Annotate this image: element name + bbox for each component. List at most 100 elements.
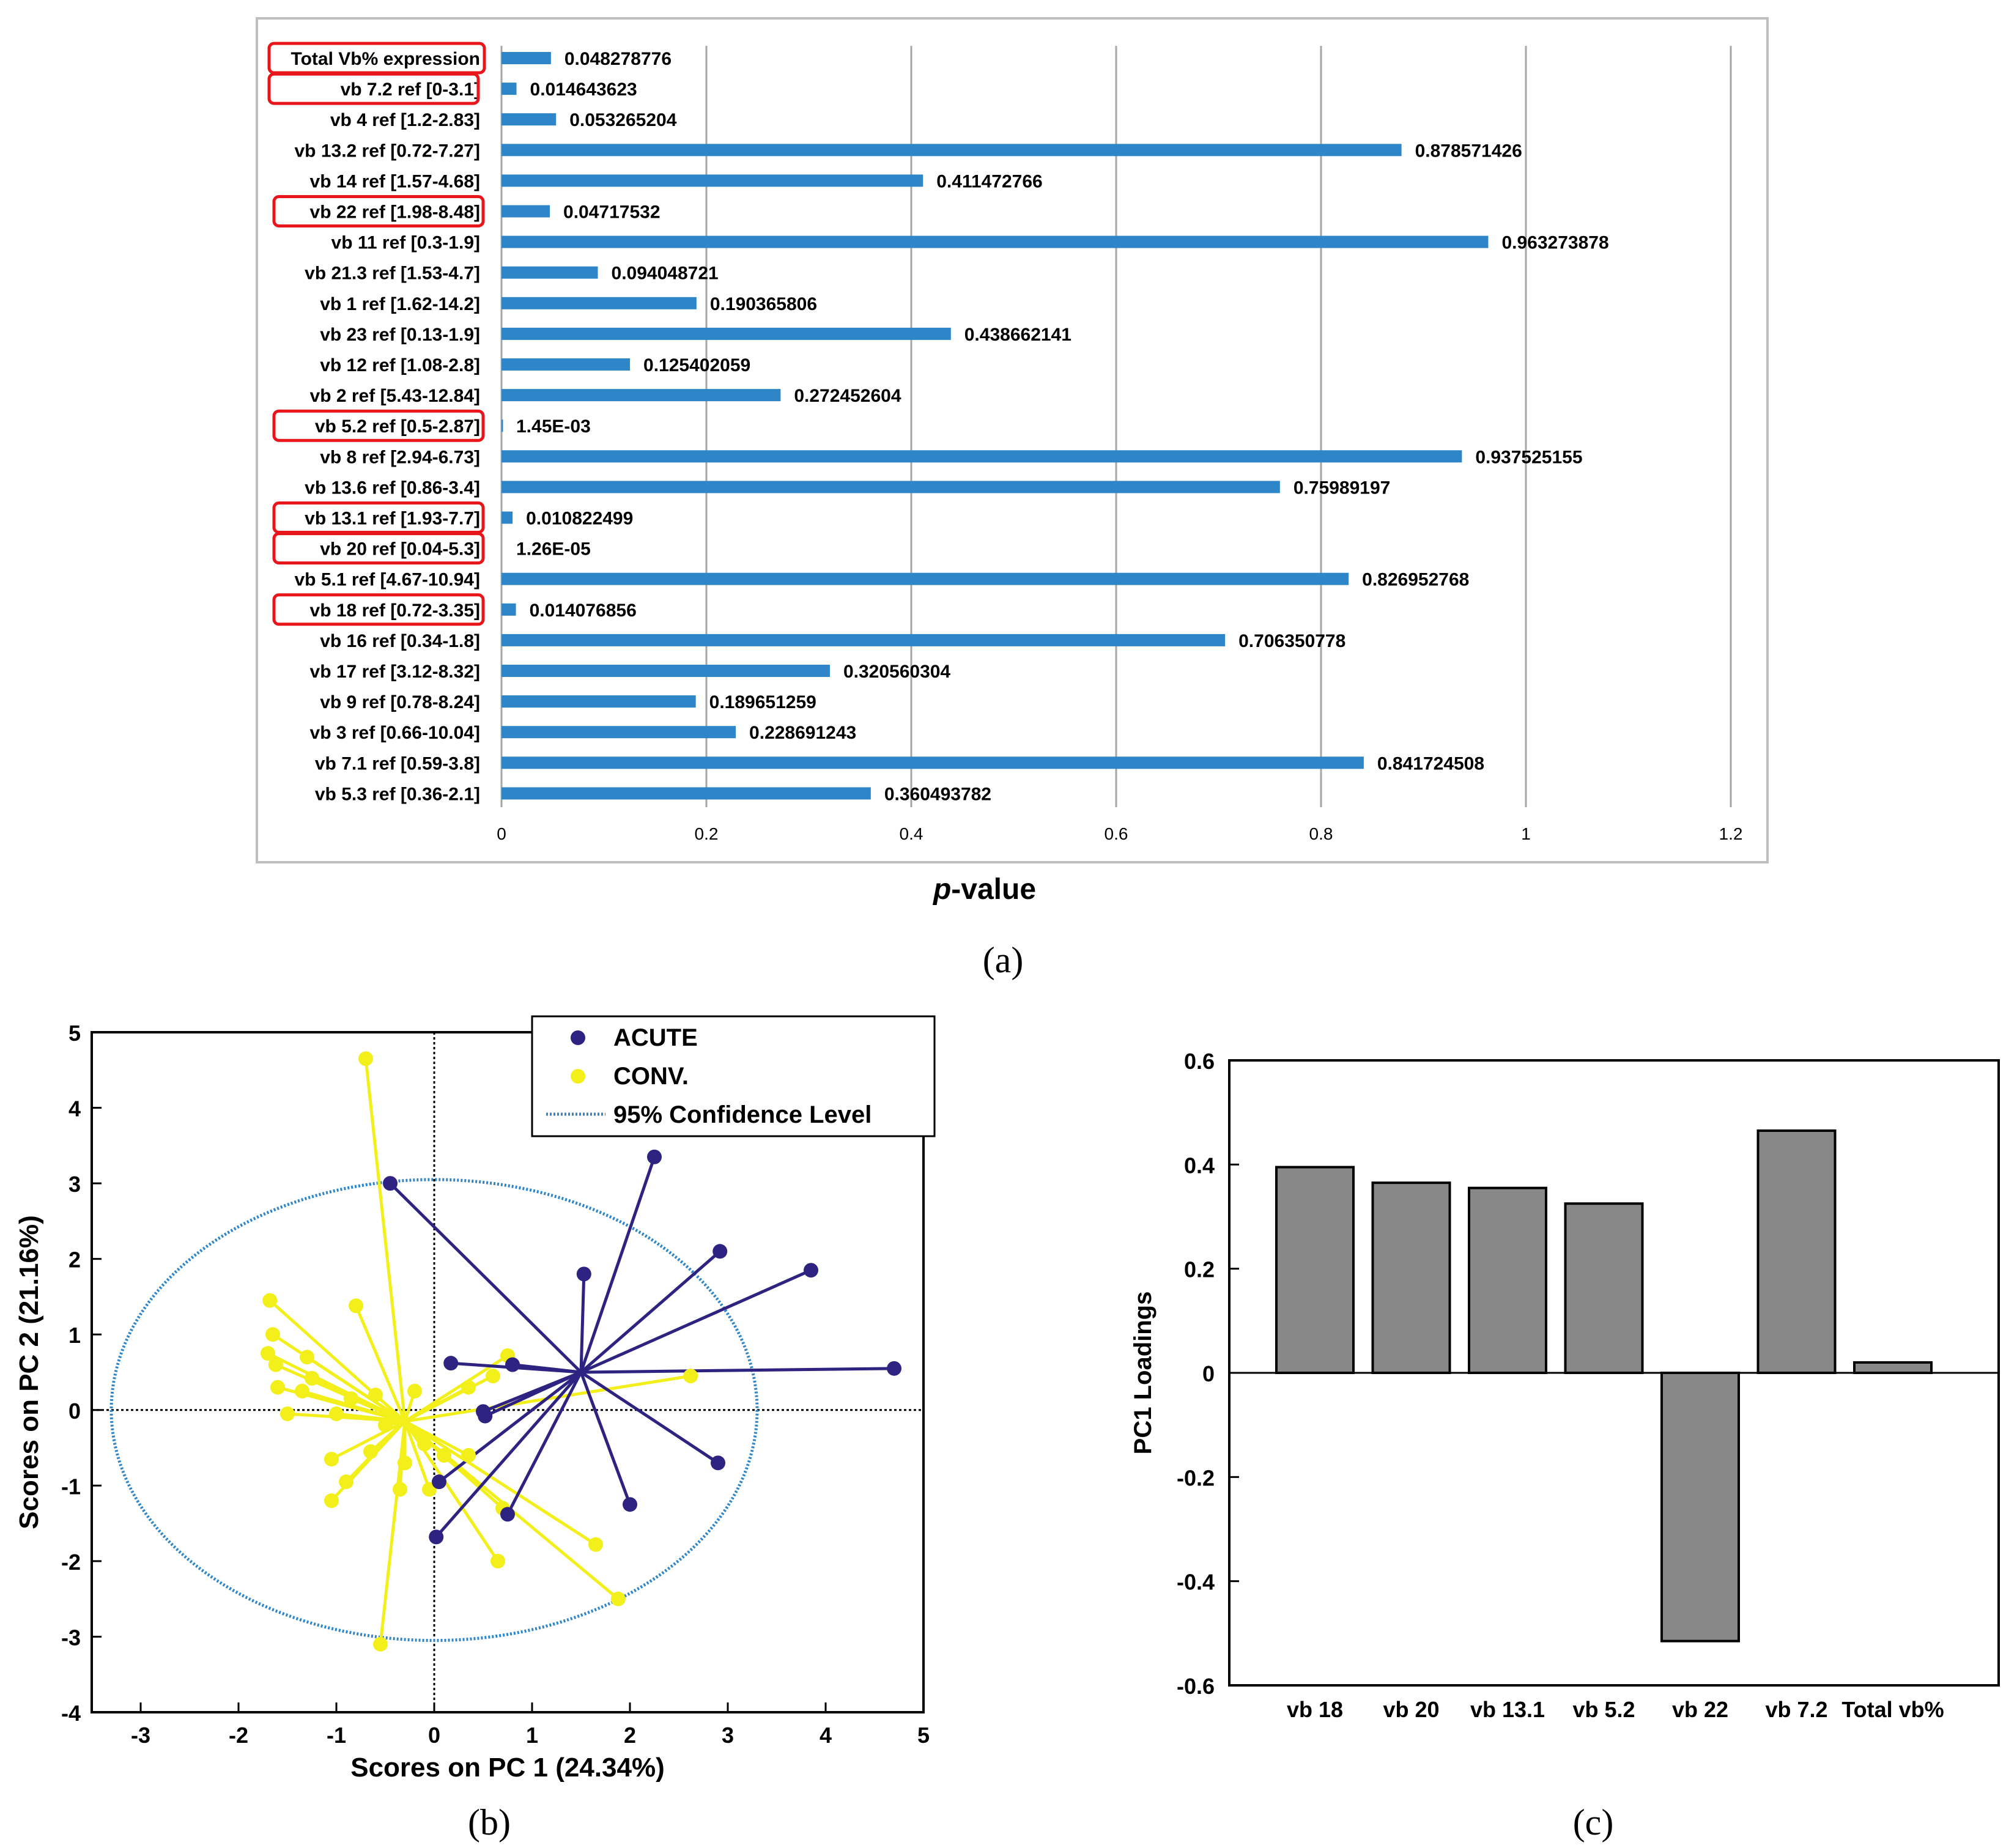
category-label: vb 18 ref [0.72-3.35]: [310, 601, 480, 621]
acute-spoke: [438, 1371, 582, 1484]
bar-value-label: 0.014643623: [530, 79, 637, 100]
panel-a-caption: (a): [983, 940, 1024, 980]
panel-b-legend: ACUTE CONV. 95% Confidence Level: [531, 1015, 936, 1137]
bar: [502, 511, 513, 524]
y-tick-label: 3: [68, 1172, 81, 1197]
bar: [502, 603, 516, 616]
x-tick-label: 0: [428, 1723, 440, 1748]
y-tick-label: 2: [68, 1247, 81, 1273]
loading-bar: [1468, 1186, 1547, 1374]
bar-value-label: 0.826952768: [1362, 570, 1469, 590]
conv-point: [295, 1383, 309, 1399]
acute-spoke: [389, 1182, 582, 1373]
conv-point: [261, 1346, 275, 1361]
category-label: vb 7.2: [1765, 1697, 1827, 1722]
conv-point: [265, 1327, 280, 1342]
conv-point: [486, 1369, 500, 1384]
bar-value-label: 0.963273878: [1501, 233, 1608, 253]
legend-label-acute: ACUTE: [613, 1024, 698, 1051]
loading-bar: [1660, 1372, 1740, 1643]
conv-point: [398, 1455, 412, 1471]
conv-point: [378, 1417, 393, 1433]
x-tick-label: 0: [497, 824, 506, 843]
conv-spoke: [404, 1386, 470, 1423]
category-label: vb 8 ref [2.94-6.73]: [320, 447, 480, 467]
conv-point: [344, 1391, 358, 1406]
panel-b-x-axis-label: Scores on PC 1 (24.34%): [350, 1753, 665, 1783]
bar: [502, 787, 871, 800]
panel-b-caption: (b): [468, 1802, 511, 1842]
panel-a-bar-chart: 0.048278776 0.014643623 0.053265204 0.87857…: [256, 17, 1769, 980]
panel-c-y-axis-label: PC1 Loadings: [1130, 1292, 1157, 1455]
x-tick-label: 2: [624, 1723, 636, 1748]
bar: [502, 665, 830, 677]
bar-value-label: 0.014076856: [530, 601, 637, 621]
bar: [502, 205, 550, 218]
conv-point: [300, 1350, 314, 1365]
category-label: vb 22: [1672, 1697, 1728, 1722]
category-label: vb 12 ref [1.08-2.8]: [320, 355, 480, 375]
category-label: vb 16 ref [0.34-1.8]: [320, 631, 480, 651]
bar-value-label: 0.75989197: [1294, 478, 1391, 498]
legend-label-conv: CONV.: [613, 1063, 689, 1090]
category-label: vb 13.1: [1470, 1697, 1545, 1722]
conv-point: [610, 1591, 626, 1606]
category-label: vb 22 ref [1.98-8.48]: [310, 202, 480, 223]
acute-spoke: [484, 1370, 582, 1417]
panel-c-loadings-bar-chart: 0.6 0.4 0.2 0 -0.2 -0.4 -0.6 vb 18 vb 20 vb 13.1…: [1130, 1049, 2000, 1842]
panel-b-y-axis-label: Scores on PC 2 (21.16%): [14, 1215, 44, 1529]
y-tick-label: -4: [61, 1701, 81, 1726]
bar-value-label: 0.438662141: [964, 325, 1071, 345]
bar: [502, 481, 1280, 493]
acute-spoke: [512, 1363, 582, 1374]
bar-value-label: 0.878571426: [1415, 141, 1522, 161]
highlight-box: [272, 593, 485, 626]
conv-point: [490, 1553, 505, 1569]
acute-point: [500, 1507, 515, 1522]
category-label: vb 2 ref [5.43-12.84]: [310, 386, 480, 406]
category-label: vb 5.1 ref [4.67-10.94]: [294, 570, 480, 590]
category-label: vb 7.2 ref [0-3.1]: [341, 79, 480, 100]
category-label: vb 5.3 ref [0.36-2.1]: [315, 784, 480, 804]
bar: [502, 144, 1402, 157]
highlight-box: [272, 195, 485, 227]
bar: [502, 756, 1364, 769]
acute-spoke: [580, 1250, 721, 1373]
category-label: vb 13.2 ref [0.72-7.27]: [294, 141, 480, 161]
legend-box: [531, 1015, 936, 1137]
conv-spoke: [330, 1420, 406, 1461]
x-tick-label: 1.2: [1719, 824, 1743, 843]
bar: [502, 266, 598, 279]
y-tick-label: 0.4: [1184, 1153, 1215, 1178]
acute-point: [711, 1455, 725, 1471]
loading-bar: [1564, 1202, 1644, 1375]
bar: [502, 726, 736, 739]
panel-b-axes-frame: [91, 1031, 925, 1713]
acute-point: [712, 1244, 728, 1259]
conv-point: [262, 1293, 278, 1308]
acute-spoke: [580, 1367, 895, 1374]
conv-point: [280, 1406, 295, 1421]
bar-value-label: 0.189651259: [709, 692, 816, 712]
y-tick-label: 0.6: [1184, 1049, 1215, 1074]
conv-point: [417, 1436, 432, 1452]
category-label: vb 1 ref [1.62-14.2]: [320, 294, 480, 314]
bar-value-label: 0.190365806: [710, 294, 817, 314]
y-tick-label: -1: [61, 1474, 81, 1499]
bar-value-label: 0.272452604: [794, 386, 901, 406]
bar: [502, 389, 781, 402]
y-tick-label: 0.2: [1184, 1257, 1215, 1282]
x-tick-label: 0.2: [695, 824, 719, 843]
loading-bar: [1275, 1166, 1355, 1374]
category-label: vb 13.6 ref [0.86-3.4]: [305, 478, 480, 498]
acute-point: [804, 1263, 818, 1278]
conv-spoke: [350, 1397, 405, 1423]
category-label: vb 17 ref [3.12-8.32]: [310, 662, 480, 682]
category-label: vb 23 ref [0.13-1.9]: [320, 325, 480, 345]
category-label: vb 5.2 ref [0.5-2.87]: [315, 416, 480, 437]
conv-spoke: [306, 1356, 406, 1423]
highlight-box: [272, 532, 485, 565]
x-tick-label: 5: [917, 1723, 930, 1748]
x-tick-label: 0.8: [1309, 824, 1333, 843]
